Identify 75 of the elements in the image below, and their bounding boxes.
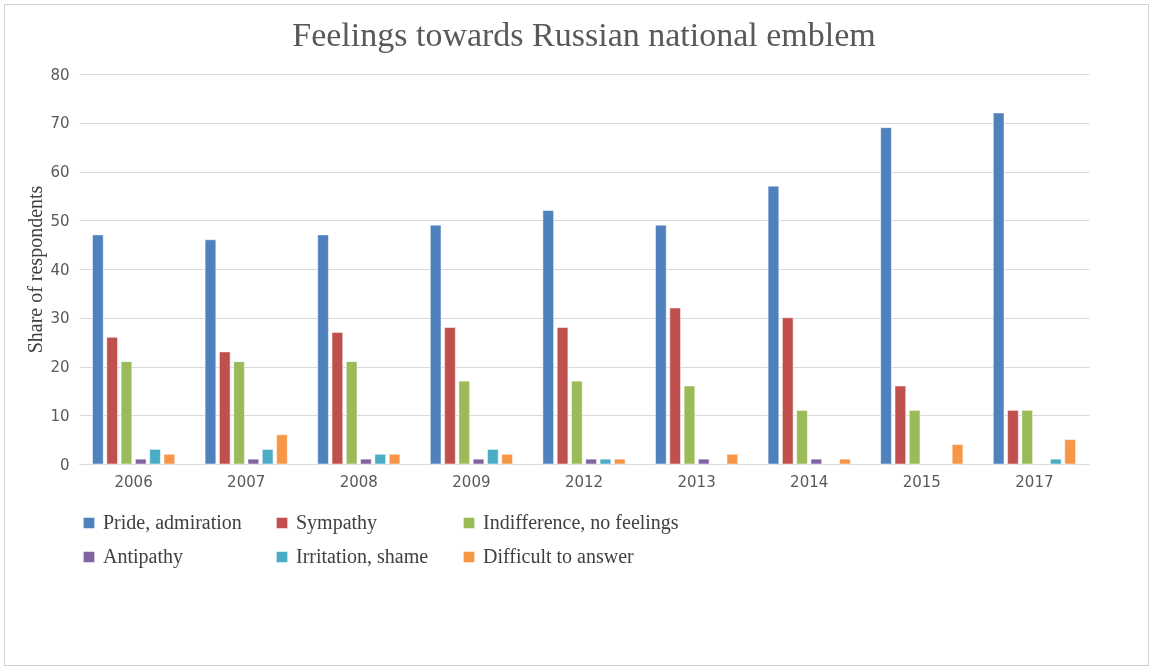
bar <box>204 239 217 465</box>
bar <box>233 361 245 465</box>
bar <box>599 458 612 465</box>
legend-label: Antipathy <box>103 545 183 568</box>
bar <box>1007 409 1019 465</box>
legend-label: Pride, admiration <box>103 511 242 533</box>
bar <box>120 361 133 465</box>
bar <box>486 448 499 465</box>
y-tick-label: 50 <box>50 211 70 230</box>
x-tick-label: 2015 <box>902 472 941 491</box>
legend-label: Indifference, no feelings <box>483 511 679 534</box>
bar <box>1021 409 1034 465</box>
bar <box>501 453 513 465</box>
bar <box>655 224 667 465</box>
bar <box>880 127 892 465</box>
y-tick-label: 70 <box>50 114 70 133</box>
bar <box>781 317 794 465</box>
bar <box>894 385 907 465</box>
y-tick-label: 20 <box>50 358 70 376</box>
x-tick-label: 2006 <box>114 472 153 491</box>
bar <box>261 448 274 465</box>
bar <box>556 327 569 465</box>
bar <box>570 380 583 465</box>
x-tick-label: 2009 <box>452 472 491 491</box>
y-tick-label: 10 <box>50 406 70 425</box>
bar <box>134 458 147 465</box>
x-tick-label: 2014 <box>790 472 829 491</box>
bar <box>810 458 823 465</box>
legend-label: Difficult to answer <box>483 545 635 567</box>
x-tick-label: 2008 <box>339 472 378 491</box>
bar <box>726 453 739 465</box>
bar <box>585 458 598 465</box>
bar <box>163 453 176 465</box>
bar <box>388 453 401 465</box>
bar <box>613 458 626 465</box>
y-tick-label: 0 <box>59 455 70 474</box>
bar <box>951 444 964 465</box>
bar <box>1064 439 1076 465</box>
bar <box>796 409 808 465</box>
bar <box>697 458 710 465</box>
bar <box>92 234 104 465</box>
bar <box>839 458 851 465</box>
bar <box>992 112 1005 465</box>
bar <box>317 234 329 465</box>
bar <box>360 458 372 465</box>
bar <box>345 361 358 465</box>
bar <box>276 434 288 465</box>
bar <box>247 458 260 465</box>
bar <box>767 185 780 465</box>
bar <box>429 224 442 465</box>
y-tick-label: 60 <box>50 163 70 181</box>
y-tick-label: 30 <box>50 309 70 328</box>
bar <box>908 409 921 465</box>
legend-label: Sympathy <box>296 511 378 534</box>
legend-label: Irritation, shame <box>296 545 429 567</box>
bar <box>444 327 456 465</box>
bar <box>331 331 344 465</box>
bar <box>218 351 231 465</box>
chart-title: Feelings towards Russian national emblem <box>292 16 876 53</box>
bar <box>374 453 387 465</box>
bar <box>106 336 119 465</box>
x-tick-label: 2013 <box>677 472 716 491</box>
bar <box>1049 458 1062 465</box>
bar <box>683 385 696 465</box>
x-tick-label: 2012 <box>564 472 604 491</box>
bar <box>458 380 471 465</box>
y-tick-label: 40 <box>50 260 70 279</box>
bar <box>669 307 682 465</box>
bar <box>472 458 485 465</box>
bar <box>149 448 161 465</box>
y-tick-label: 80 <box>50 65 70 84</box>
x-tick-label: 2017 <box>1015 472 1054 491</box>
x-tick-label: 2007 <box>227 472 266 491</box>
bar <box>542 210 555 465</box>
y-axis-title: Share of respondents <box>24 185 48 354</box>
